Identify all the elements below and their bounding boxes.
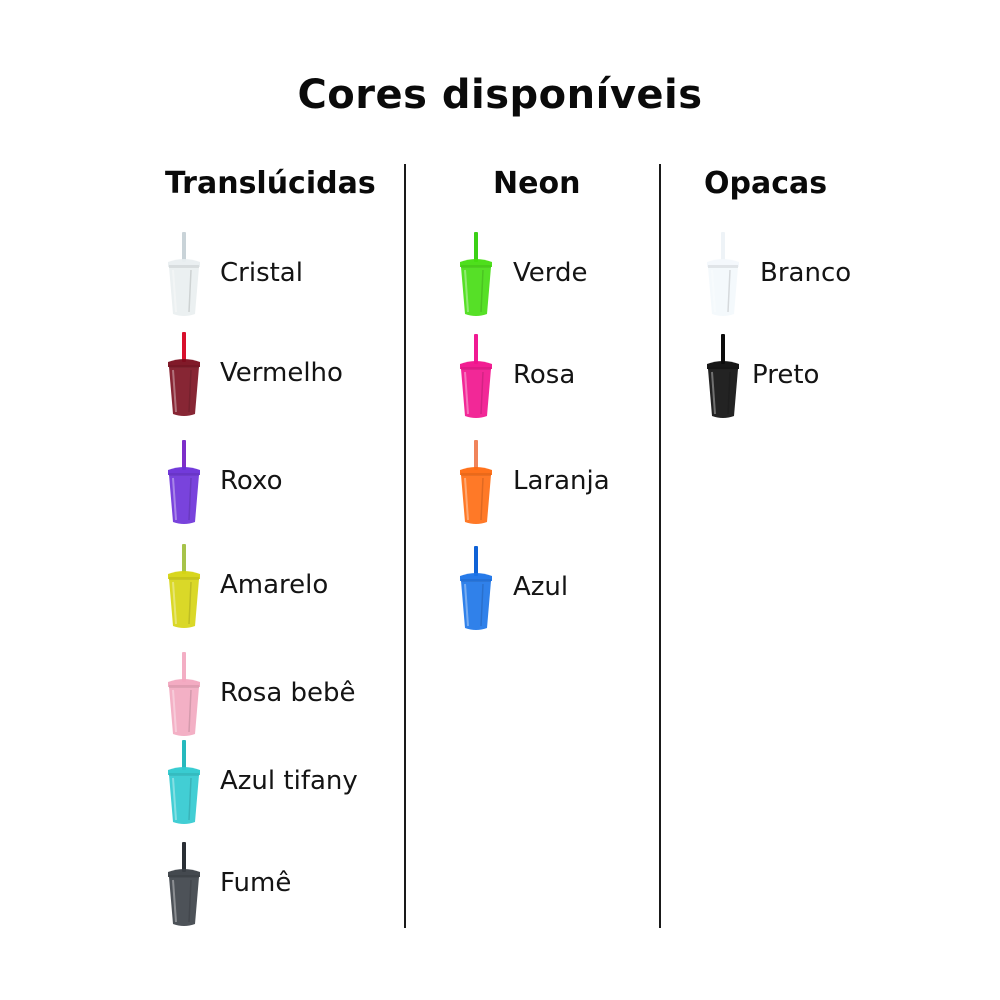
color-label: Azul [513,572,569,602]
cup-icon [703,232,743,322]
cup-icon [456,440,496,530]
cup-icon [164,544,204,634]
color-label: Cristal [220,258,303,288]
color-option-vermelho: Vermelho [164,332,384,422]
cup-icon [164,440,204,530]
color-option-fume: Fumê [164,842,384,932]
cup-icon [456,546,496,636]
color-option-cristal: Cristal [164,232,384,322]
cup-icon [164,652,204,742]
color-label: Roxo [220,466,283,496]
color-option-branco: Branco [703,232,923,322]
color-option-rosa: Rosa [456,334,676,424]
color-label: Rosa bebê [220,678,356,708]
cup-icon [456,334,496,424]
color-label: Branco [760,258,852,288]
color-option-azul: Azul [456,546,676,636]
column-divider [659,164,661,928]
color-label: Rosa [513,360,576,390]
cup-icon [164,332,204,422]
column-heading-translucidas: Translúcidas [165,166,376,201]
color-option-roxo: Roxo [164,440,384,530]
color-option-preto: Preto [703,334,923,424]
color-label: Preto [752,360,820,390]
color-label: Azul tifany [220,766,358,796]
color-label: Verde [513,258,588,288]
color-option-verde: Verde [456,232,676,322]
color-option-azul-tifany: Azul tifany [164,740,384,830]
cup-icon [456,232,496,322]
page-title: Cores disponíveis [297,72,703,118]
cup-icon [164,232,204,322]
cup-icon [703,334,743,424]
cup-icon [164,842,204,932]
color-option-laranja: Laranja [456,440,676,530]
column-heading-neon: Neon [493,166,581,201]
color-label: Amarelo [220,570,329,600]
column-divider [404,164,406,928]
column-heading-opacas: Opacas [704,166,828,201]
color-label: Laranja [513,466,610,496]
cup-icon [164,740,204,830]
color-label: Fumê [220,868,292,898]
color-option-rosa-bebe: Rosa bebê [164,652,384,742]
color-label: Vermelho [220,358,343,388]
color-option-amarelo: Amarelo [164,544,384,634]
